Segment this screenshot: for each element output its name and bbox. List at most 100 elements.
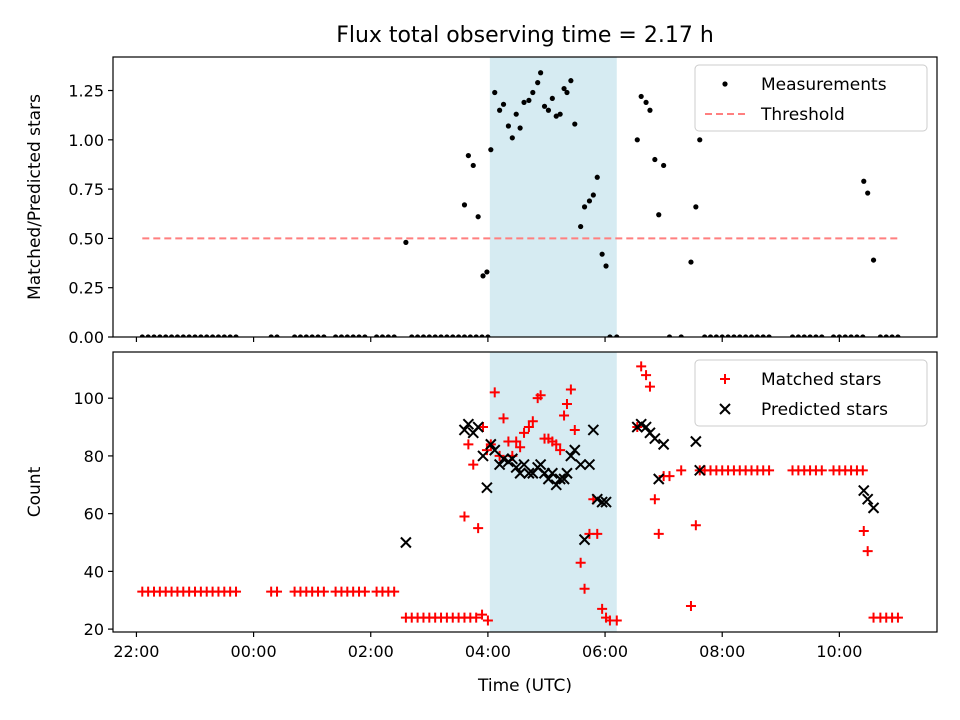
measurements-point (599, 251, 605, 257)
measurements-point (754, 334, 760, 337)
predicted-stars-point (565, 450, 577, 462)
measurements-point (535, 80, 541, 86)
measurements-point (513, 111, 519, 117)
measurements-point (473, 334, 479, 337)
matched-stars-point (559, 410, 570, 421)
matched-stars-point (653, 528, 664, 539)
plot-area (137, 352, 903, 632)
measurements-point (309, 334, 315, 337)
predicted-stars-point (596, 496, 608, 508)
observing-window-span (489, 57, 617, 337)
measurements-point (737, 334, 743, 337)
predicted-stars-point (578, 533, 591, 546)
measurements-point (521, 99, 527, 105)
measurements-point (603, 263, 609, 269)
axes-frame (112, 56, 938, 338)
measurements-point (517, 125, 523, 131)
legend-swatch (720, 374, 730, 384)
legend-label: Predicted stars (761, 400, 888, 420)
matched-stars-point (519, 427, 530, 438)
predicted-stars-point (542, 473, 555, 485)
matched-stars-point (636, 361, 647, 372)
measurements-point (656, 212, 662, 218)
matched-stars-point (664, 471, 675, 482)
measurements-point (743, 334, 749, 337)
predicted-stars-point (550, 479, 562, 491)
matched-stars-point (575, 557, 586, 568)
measurements-point (870, 257, 877, 263)
y-tick-label: 1.25 (68, 82, 104, 101)
matched-stars-point (523, 422, 534, 433)
y-tick-label: 80 (84, 447, 104, 466)
measurements-point (475, 214, 481, 220)
measurements-point (297, 334, 304, 337)
predicted-stars-point (561, 467, 573, 479)
measurements-point (766, 334, 772, 337)
measurements-point (801, 334, 807, 337)
predicted-stars-point (558, 473, 570, 485)
matched-stars-point (858, 525, 869, 536)
measurements-point (485, 334, 491, 337)
measurements-point (480, 273, 486, 279)
figure-title: Flux total observing time = 2.17 h (336, 23, 714, 48)
measurements-point (420, 334, 427, 337)
measurements-point (725, 334, 731, 337)
matched-stars-point (676, 465, 687, 476)
measurements-point (578, 223, 584, 230)
legend-box (694, 64, 928, 132)
measurements-point (549, 95, 555, 102)
measurements-point (151, 334, 157, 337)
measurements-point (362, 334, 368, 337)
measurements-point (465, 152, 471, 159)
measurements-point (291, 334, 298, 337)
predicted-stars-point (510, 461, 522, 474)
measurements-point (713, 334, 719, 337)
measurements-point (731, 334, 737, 337)
measurements-point (707, 334, 714, 337)
y-axis-label: Count (25, 466, 45, 517)
matched-stars-point (611, 615, 622, 626)
measurements-point (590, 192, 596, 198)
matched-stars-point (231, 586, 242, 597)
predicted-stars-point (518, 458, 530, 471)
measurements-point (470, 162, 476, 169)
measurements-point (861, 178, 867, 184)
predicted-stars-point (583, 458, 596, 471)
measurements-point (332, 334, 339, 337)
measurements-point (379, 334, 386, 337)
matched-stars-point (463, 439, 474, 450)
measurements-point (350, 334, 356, 337)
measurements-point (145, 334, 151, 337)
matched-stars-point (579, 583, 590, 594)
measurements-point (526, 97, 532, 103)
matched-stars-point (459, 511, 470, 522)
measurements-point (186, 334, 192, 337)
measurements-point (586, 198, 593, 204)
predicted-stars-point (523, 467, 535, 479)
measurements-point (444, 334, 450, 337)
measurements-point (492, 89, 498, 96)
matched-stars-point (685, 601, 696, 612)
matched-stars-point (551, 439, 562, 450)
measurements-point (461, 334, 468, 337)
measurements-point (438, 334, 444, 337)
measurements-point (748, 334, 755, 337)
predicted-stars-point (569, 444, 581, 456)
measurements-point (315, 334, 321, 337)
measurements-point (209, 334, 216, 337)
measurements-point (553, 113, 559, 119)
matched-stars-point (892, 612, 903, 623)
measurements-point (634, 137, 640, 143)
measurements-point (415, 334, 421, 337)
measurements-point (719, 334, 725, 337)
predicted-stars-point (861, 493, 874, 505)
x-tick-label: 02:00 (348, 642, 394, 661)
measurements-point (661, 162, 667, 169)
matched-stars-point (468, 459, 479, 470)
measurements-point (854, 334, 860, 337)
measurements-point (848, 334, 854, 337)
legend-swatch (719, 403, 731, 415)
matched-stars-point (359, 586, 370, 597)
measurements-point (545, 107, 552, 113)
y-tick-label: 40 (84, 562, 104, 581)
